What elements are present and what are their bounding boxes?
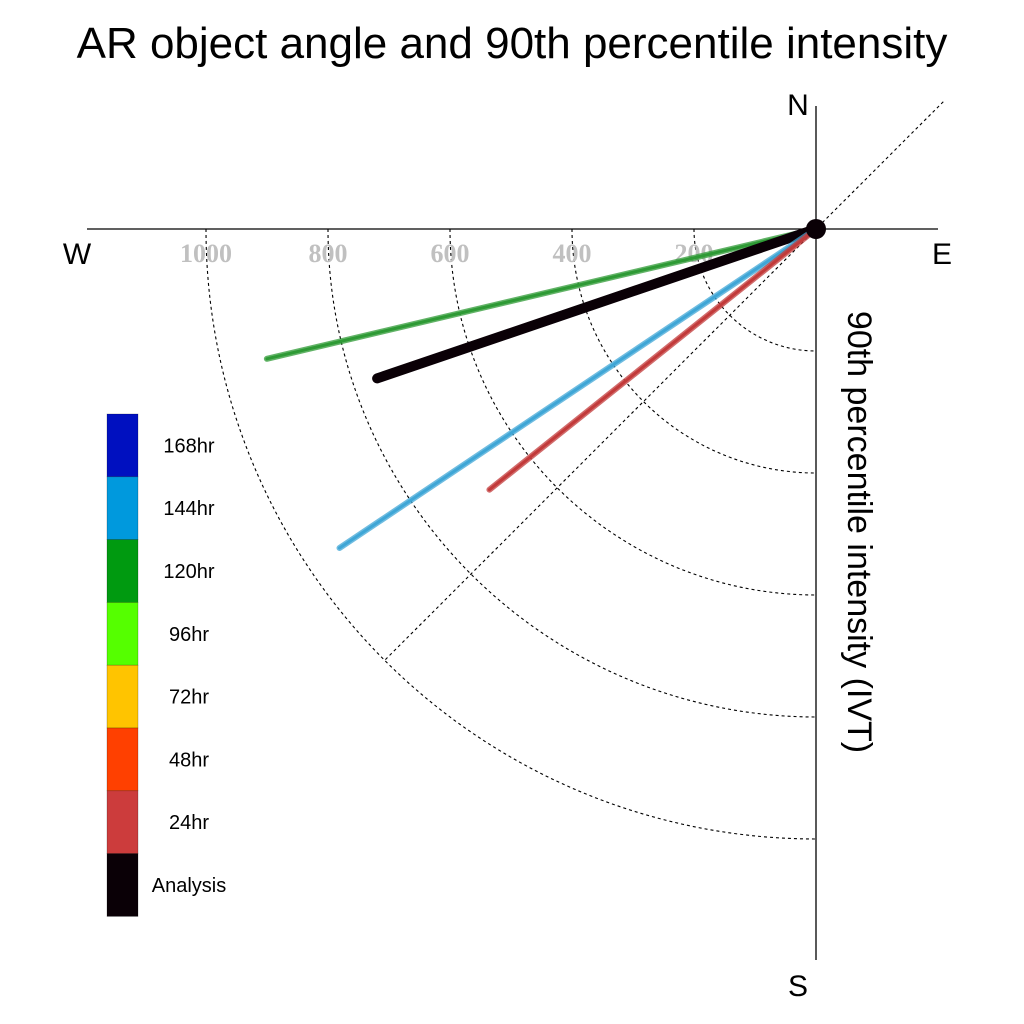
compass-north-label: N: [787, 89, 809, 122]
origin-marker: [806, 219, 826, 239]
y-axis-label: 90th percentile intensity (IVT): [840, 311, 878, 753]
series-vector-analysis: [372, 224, 821, 384]
legend: 168hr 144hr 120hr 96hr 72hr 48hr 24hr Analysis: [106, 413, 226, 917]
legend-label-72hr: 72hr: [169, 687, 209, 709]
compass-south-label: S: [788, 970, 808, 1003]
series-vector-24hr: [487, 227, 818, 492]
series-layer: [263, 219, 826, 551]
legend-label-144hr: 144hr: [163, 498, 214, 520]
chart-title: AR object angle and 90th percentile inte…: [77, 19, 948, 68]
legend-swatch-72hr: [106, 664, 139, 729]
series-vector-144hr: [338, 227, 818, 550]
legend-swatch-48hr: [106, 727, 139, 792]
compass-west-label: W: [63, 238, 92, 271]
legend-swatch-96hr: [106, 602, 139, 666]
legend-label-analysis: Analysis: [152, 875, 226, 897]
legend-label-48hr: 48hr: [169, 749, 209, 771]
legend-label-168hr: 168hr: [163, 435, 214, 457]
legend-label-120hr: 120hr: [163, 561, 214, 583]
legend-swatch-24hr: [106, 790, 139, 854]
compass-east-label: E: [932, 238, 952, 271]
radial-tick-label-800: 800: [309, 239, 348, 268]
legend-swatch-analysis: [106, 853, 139, 917]
radial-tick-label-1000: 1000: [180, 239, 232, 268]
series-vector-120hr: [265, 227, 818, 361]
compass-labels: N S E W: [63, 89, 952, 1003]
legend-swatch-144hr: [106, 476, 139, 540]
legend-swatch-120hr: [106, 539, 139, 603]
axes-layer: [87, 106, 938, 960]
legend-label-96hr: 96hr: [169, 624, 209, 646]
range-ring-1000: [205, 228, 817, 840]
radial-tick-label-400: 400: [553, 239, 592, 268]
grid-layer: [205, 101, 944, 840]
legend-swatch-168hr: [106, 413, 139, 478]
legend-label-24hr: 24hr: [169, 812, 209, 834]
radial-tick-label-600: 600: [431, 239, 470, 268]
